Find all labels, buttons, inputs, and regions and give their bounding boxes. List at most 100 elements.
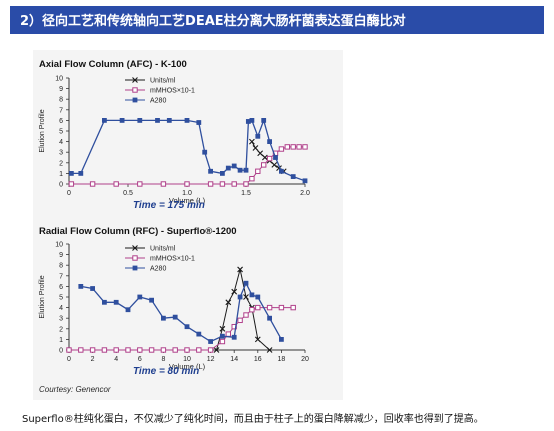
data-point-mmhos-1 <box>255 304 261 311</box>
data-point-a280-0 <box>208 168 213 174</box>
section-title: 2）径向工艺和传统轴向工艺DEAE柱分离大肠杆菌表达蛋白酶比对 <box>20 14 406 29</box>
data-point-mmhos-0 <box>160 181 167 187</box>
data-point-mmhos-1 <box>113 347 119 353</box>
data-point-mmhos-1 <box>101 347 108 353</box>
y-tick-label-0: 9 <box>59 86 63 93</box>
x-tick-label-1: 0 <box>67 356 71 363</box>
data-point-mmhos-0 <box>290 144 296 150</box>
y-tick-label-0: 4 <box>59 139 63 146</box>
x-tick-label-0: 0 <box>67 190 71 197</box>
time-annotation-0: Time = 175 min <box>133 200 205 211</box>
data-point-a280-1 <box>137 294 143 300</box>
x-tick-label-0: 2.0 <box>300 190 310 197</box>
y-tick-label-0: 6 <box>59 118 63 125</box>
y-tick-label-1: 7 <box>59 273 63 280</box>
x-axis-label-0: Volume (L) <box>169 196 206 205</box>
y-tick-label-1: 2 <box>59 326 63 333</box>
data-point-mmhos-0 <box>284 144 291 150</box>
data-point-mmhos-1 <box>249 307 255 313</box>
legend-marker-mmhos-0 <box>132 87 138 93</box>
data-point-a280-0 <box>196 120 202 125</box>
y-tick-label-0: 2 <box>59 160 63 167</box>
data-point-a280-1 <box>78 284 84 289</box>
data-point-mmhos-1 <box>196 347 202 353</box>
data-point-a280-0 <box>166 118 172 123</box>
y-tick-label-1: 0 <box>59 348 63 355</box>
data-point-a280-1 <box>255 294 261 300</box>
data-point-units-1 <box>219 325 226 332</box>
data-point-mmhos-1 <box>78 347 84 353</box>
legend-label-1: Units/ml <box>150 246 176 253</box>
x-tick-label-1: 8 <box>161 356 165 363</box>
x-tick-label-0: 1.5 <box>241 190 251 197</box>
data-point-a280-1 <box>125 307 131 313</box>
x-tick-label-1: 12 <box>207 356 215 363</box>
data-point-mmhos-0 <box>296 144 302 150</box>
legend-label-0: Units/ml <box>150 78 176 85</box>
legend-label-1: A280 <box>150 266 166 273</box>
figure-credit: Courtesy: Genencor <box>39 385 111 394</box>
data-point-a280-1 <box>231 334 237 340</box>
data-point-a280-0 <box>273 155 278 160</box>
x-tick-label-1: 10 <box>183 356 191 363</box>
y-tick-label-1: 3 <box>59 316 63 323</box>
data-point-mmhos-1 <box>207 347 214 353</box>
data-point-a280-1 <box>149 297 154 303</box>
data-point-a280-0 <box>231 163 237 169</box>
y-tick-label-0: 5 <box>59 129 63 136</box>
data-point-a280-0 <box>137 118 143 123</box>
y-tick-label-0: 0 <box>59 182 63 189</box>
data-point-a280-1 <box>196 331 202 337</box>
data-point-a280-0 <box>255 133 261 139</box>
y-tick-label-1: 4 <box>59 305 63 312</box>
data-point-a280-0 <box>220 171 225 176</box>
data-point-mmhos-1 <box>137 347 143 353</box>
data-point-mmhos-1 <box>237 317 243 324</box>
y-tick-label-1: 5 <box>59 295 63 302</box>
chart-canvas: Axial Flow Column (AFC) - K-100012345678… <box>39 59 310 377</box>
data-point-mmhos-0 <box>68 181 75 187</box>
y-tick-label-1: 10 <box>55 242 63 249</box>
series-line-mMHOS×10-1-0 <box>71 146 305 185</box>
data-point-mmhos-1 <box>225 331 232 337</box>
data-point-mmhos-1 <box>89 347 96 353</box>
data-point-mmhos-0 <box>184 181 190 187</box>
data-point-mmhos-0 <box>261 162 267 168</box>
data-point-mmhos-0 <box>89 181 96 187</box>
y-tick-label-0: 3 <box>59 150 63 157</box>
x-tick-label-1: 16 <box>254 356 262 363</box>
legend-label-0: A280 <box>150 98 166 105</box>
data-point-a280-1 <box>208 339 213 344</box>
data-point-a280-0 <box>243 167 249 173</box>
data-point-mmhos-1 <box>172 347 178 353</box>
legend-label-1: mMHOS×10-1 <box>150 256 195 263</box>
data-point-mmhos-1 <box>243 312 249 318</box>
data-point-mmhos-0 <box>266 155 273 162</box>
y-tick-label-1: 8 <box>59 263 63 270</box>
x-tick-label-1: 18 <box>278 356 286 363</box>
data-point-a280-0 <box>202 149 208 155</box>
y-tick-label-0: 1 <box>59 171 63 178</box>
data-point-a280-0 <box>184 118 190 123</box>
data-point-a280-1 <box>267 315 272 321</box>
data-point-mmhos-0 <box>219 181 226 187</box>
data-point-a280-0 <box>267 139 272 144</box>
data-point-a280-0 <box>78 171 84 176</box>
data-point-mmhos-1 <box>278 304 285 311</box>
data-point-a280-1 <box>113 299 119 305</box>
data-point-units-1 <box>266 347 273 353</box>
data-point-mmhos-1 <box>290 304 296 311</box>
legend-label-0: mMHOS×10-1 <box>150 88 195 95</box>
chart-figure-panel: Axial Flow Column (AFC) - K-100 0 1 2 3 4 5 6 7 8… <box>33 50 343 400</box>
y-axis-label-0: Elution Profile <box>39 109 46 152</box>
chart-title-1: Radial Flow Column (RFC) - Superflo®-120… <box>39 226 237 237</box>
legend-marker-a280-1 <box>132 265 138 271</box>
data-point-a280-0 <box>261 118 267 123</box>
data-point-a280-1 <box>237 294 243 300</box>
data-point-a280-0 <box>102 118 107 123</box>
legend-marker-a280-0 <box>132 97 138 103</box>
legend-marker-mmhos-1 <box>132 255 138 261</box>
data-point-a280-0 <box>245 119 251 124</box>
data-point-a280-0 <box>249 118 255 123</box>
data-point-a280-1 <box>220 333 225 339</box>
